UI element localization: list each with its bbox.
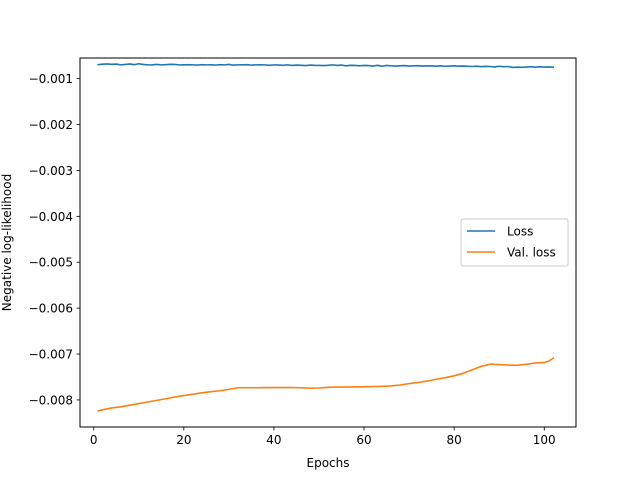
y-tick-label: −0.002: [29, 118, 73, 132]
y-tick-label: −0.004: [29, 210, 73, 224]
plot-area-frame: [79, 57, 577, 428]
chart-legend: Loss Val. loss: [460, 218, 569, 267]
legend-label-val-loss: Val. loss: [507, 246, 556, 260]
y-tick-label: −0.008: [29, 393, 73, 407]
x-tick-label: 80: [446, 433, 461, 447]
x-axis-label: Epochs: [307, 456, 350, 470]
series-line-val-loss: [97, 357, 555, 412]
y-tick-label: −0.001: [29, 72, 73, 86]
y-tick-label: −0.003: [29, 164, 73, 178]
x-tick-label: 60: [356, 433, 371, 447]
series-lines: [97, 62, 555, 412]
y-axis-ticks: −0.008 −0.007 −0.006 −0.005 −0.004 −0.003 −0.0…: [29, 72, 80, 407]
x-tick-label: 20: [176, 433, 191, 447]
x-tick-label: 0: [90, 433, 98, 447]
y-axis-label: Negative log-likelihood: [0, 174, 14, 311]
x-tick-label: 100: [533, 433, 556, 447]
x-tick-label: 40: [266, 433, 281, 447]
y-tick-label: −0.006: [29, 302, 73, 316]
x-axis-ticks: 0 20 40 60 80 100: [90, 427, 556, 447]
legend-label-loss: Loss: [507, 225, 533, 239]
y-tick-label: −0.007: [29, 348, 73, 362]
series-line-loss: [97, 62, 555, 69]
y-tick-label: −0.005: [29, 256, 73, 270]
